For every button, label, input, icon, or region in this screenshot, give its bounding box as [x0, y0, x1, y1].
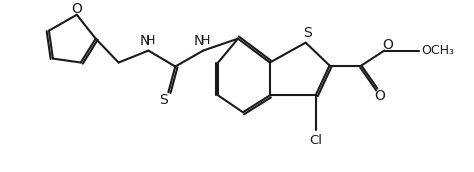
Text: N: N	[139, 34, 150, 48]
Text: N: N	[194, 34, 204, 48]
Text: H: H	[146, 34, 155, 47]
Text: S: S	[303, 26, 312, 40]
Text: H: H	[201, 34, 210, 47]
Text: O: O	[374, 89, 385, 103]
Text: S: S	[159, 93, 168, 107]
Text: Cl: Cl	[309, 134, 322, 147]
Text: O: O	[72, 2, 82, 16]
Text: OCH₃: OCH₃	[421, 44, 454, 57]
Text: O: O	[382, 38, 392, 52]
